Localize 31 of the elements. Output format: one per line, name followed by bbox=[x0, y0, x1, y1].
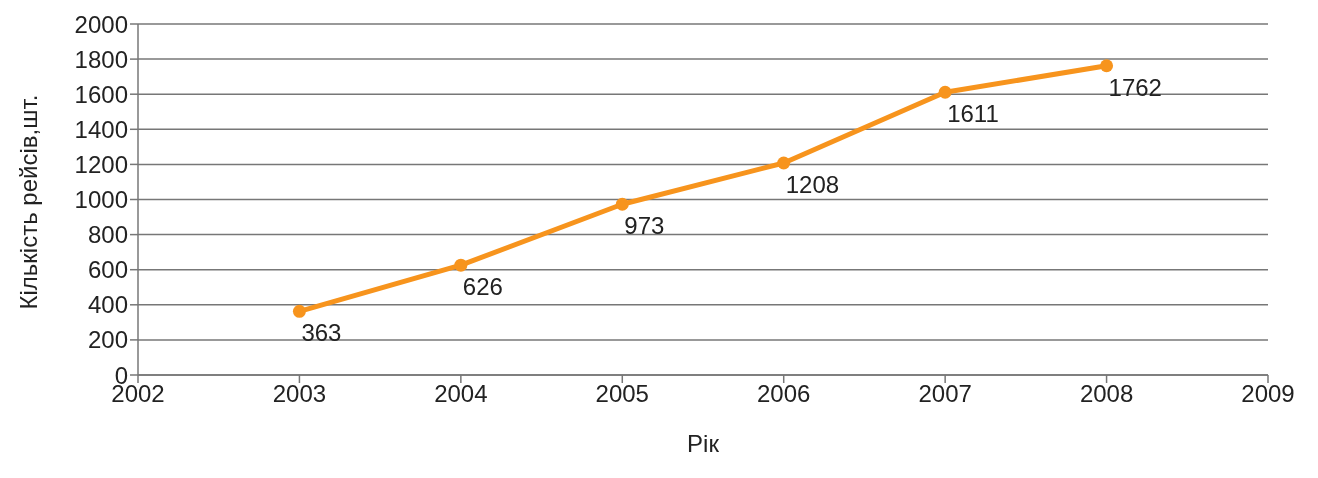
y-tick-label: 1600 bbox=[74, 80, 128, 108]
y-tick-label: 200 bbox=[87, 326, 128, 354]
x-tick-label: 2006 bbox=[757, 380, 811, 408]
data-label: 1762 bbox=[1108, 73, 1162, 101]
data-label: 1208 bbox=[785, 171, 840, 198]
x-axis-title: Рік bbox=[687, 430, 720, 457]
y-tick-label: 1800 bbox=[74, 45, 128, 73]
y-tick-label: 400 bbox=[87, 291, 128, 319]
point bbox=[938, 85, 952, 99]
data-label: 973 bbox=[624, 212, 665, 240]
y-axis-title: Кількість рейсів,шт. bbox=[14, 94, 42, 310]
point bbox=[615, 197, 629, 211]
point bbox=[1100, 59, 1114, 73]
point bbox=[292, 304, 306, 318]
point bbox=[777, 156, 791, 170]
x-tick-label: 2009 bbox=[1241, 380, 1295, 408]
data-label: 1611 bbox=[947, 100, 999, 128]
y-tick-label: 600 bbox=[87, 256, 128, 284]
x-tick-label: 2003 bbox=[272, 380, 327, 408]
data-label: 626 bbox=[462, 273, 503, 301]
y-tick-label: 1000 bbox=[74, 186, 128, 214]
point bbox=[454, 258, 468, 272]
x-tick-label: 2004 bbox=[434, 380, 488, 408]
x-tick-label: 2007 bbox=[918, 380, 972, 408]
y-tick-label: 2000 bbox=[74, 10, 128, 38]
y-tick-label: 1400 bbox=[74, 115, 128, 143]
y-tick-label: 1200 bbox=[74, 150, 128, 178]
data-label: 363 bbox=[301, 319, 342, 347]
y-tick-label: 800 bbox=[87, 221, 128, 249]
x-tick-label: 2005 bbox=[595, 380, 649, 408]
x-tick-label: 2008 bbox=[1079, 380, 1134, 408]
